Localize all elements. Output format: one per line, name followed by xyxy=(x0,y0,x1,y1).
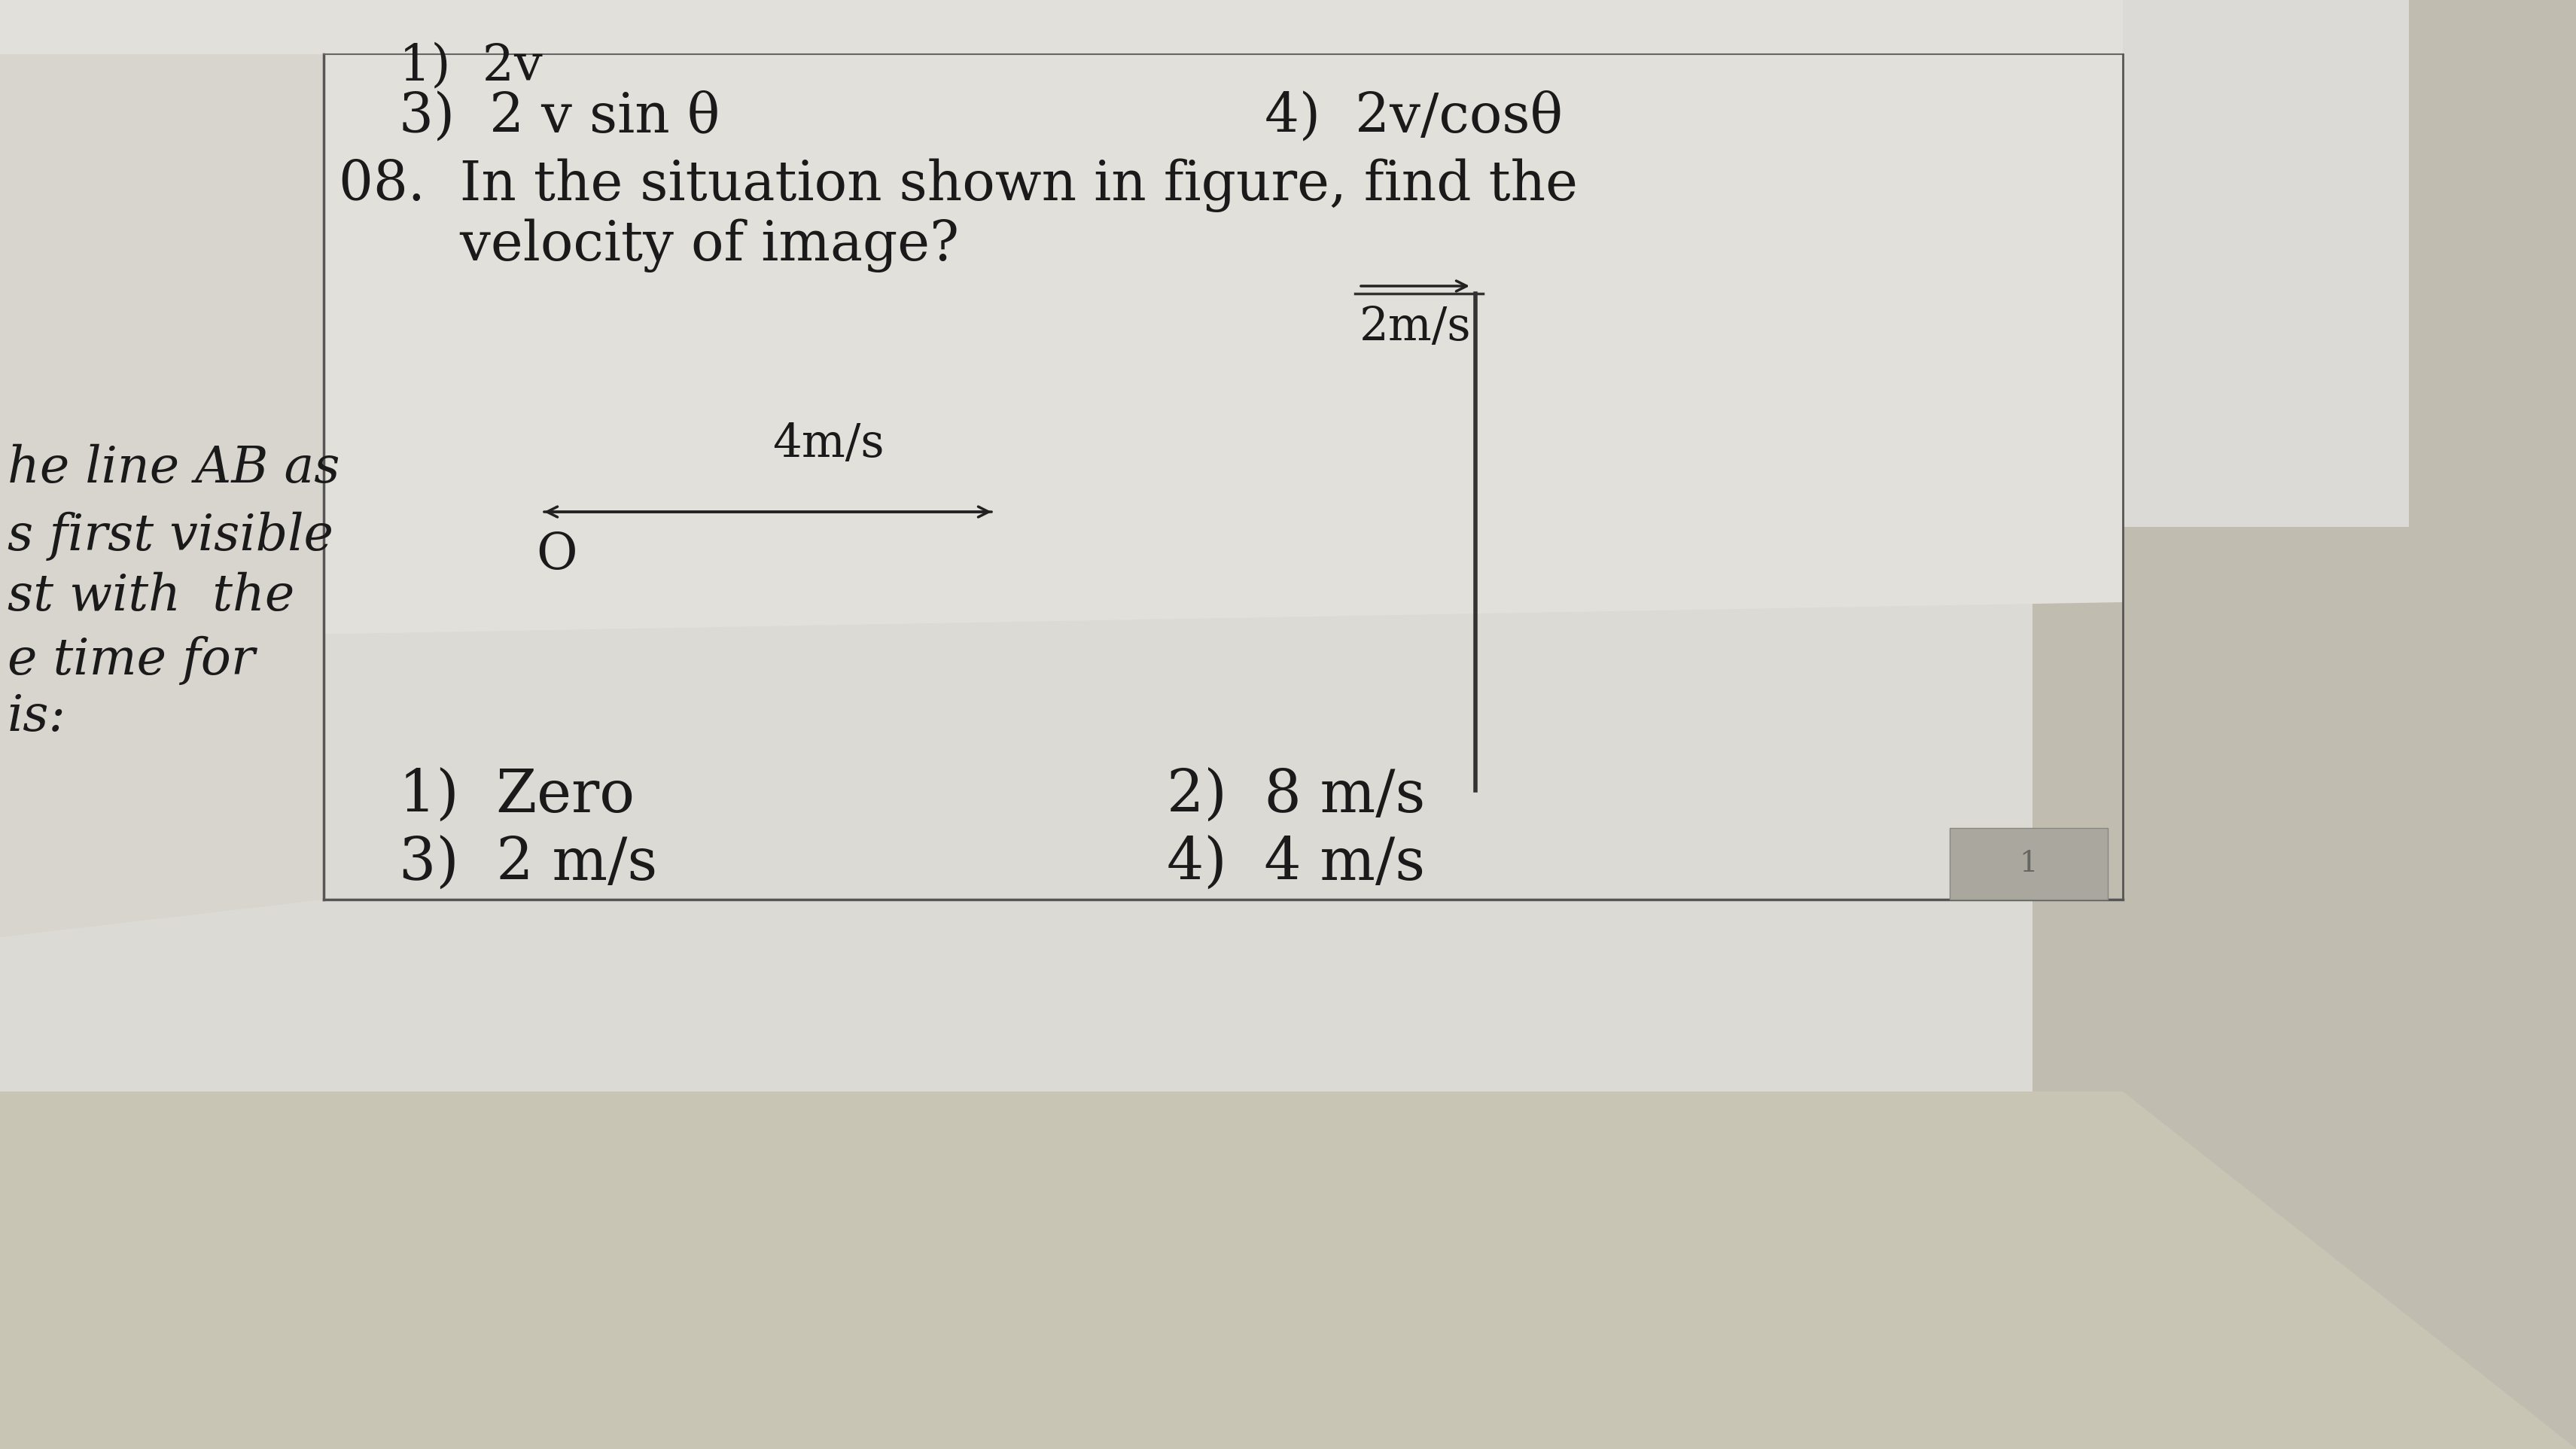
Polygon shape xyxy=(2032,0,2576,1449)
Text: 08.  In the situation shown in figure, find the: 08. In the situation shown in figure, fi… xyxy=(337,158,1577,212)
Polygon shape xyxy=(2123,0,2409,527)
Polygon shape xyxy=(0,0,2123,640)
Polygon shape xyxy=(0,54,325,938)
Text: velocity of image?: velocity of image? xyxy=(337,219,958,272)
Bar xyxy=(1950,827,2107,900)
Text: 4)  2v/cosθ: 4) 2v/cosθ xyxy=(1265,90,1561,143)
Text: e time for: e time for xyxy=(8,636,255,685)
Text: 2m/s: 2m/s xyxy=(1360,304,1471,351)
Text: O: O xyxy=(536,530,577,580)
Text: st with  the: st with the xyxy=(8,572,294,622)
Polygon shape xyxy=(0,0,2123,1204)
Text: 1)  2v: 1) 2v xyxy=(399,42,544,90)
Text: is:: is: xyxy=(8,693,67,742)
Text: 4m/s: 4m/s xyxy=(773,422,884,467)
Text: 3)  2 v sin θ: 3) 2 v sin θ xyxy=(399,90,719,143)
Text: 3)  2 m/s: 3) 2 m/s xyxy=(399,836,657,893)
Text: 1)  Zero: 1) Zero xyxy=(399,768,634,824)
Text: s first visible: s first visible xyxy=(8,511,332,561)
Text: 2)  8 m/s: 2) 8 m/s xyxy=(1167,768,1425,824)
Text: he line AB as: he line AB as xyxy=(8,443,340,493)
Polygon shape xyxy=(0,1091,2576,1449)
Text: 4)  4 m/s: 4) 4 m/s xyxy=(1167,836,1425,893)
Text: 1: 1 xyxy=(2020,849,2038,878)
